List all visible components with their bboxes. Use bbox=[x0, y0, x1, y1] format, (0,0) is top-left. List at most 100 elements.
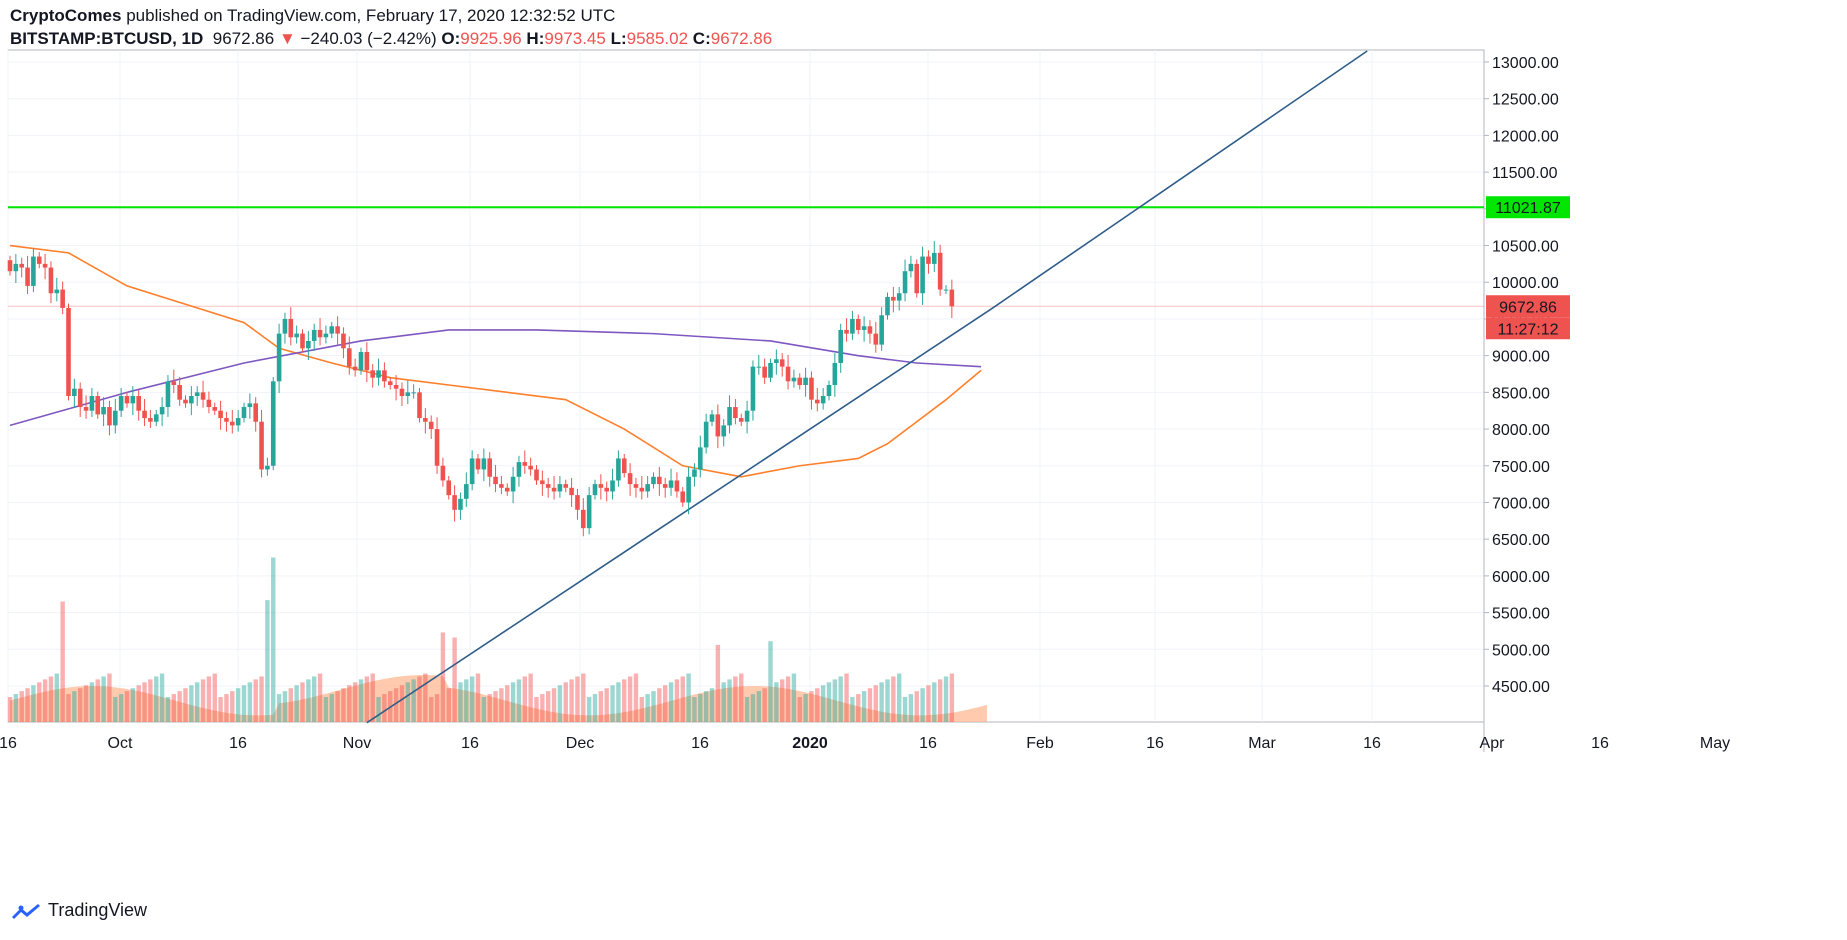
candle-body bbox=[323, 333, 329, 338]
candle-body bbox=[499, 484, 504, 488]
candle-body bbox=[124, 396, 130, 404]
candle-body bbox=[551, 487, 557, 492]
candle-body bbox=[902, 271, 908, 294]
candle-body bbox=[727, 407, 732, 426]
volume-bar bbox=[481, 697, 487, 722]
candle-body bbox=[569, 487, 574, 496]
candle-body bbox=[446, 480, 452, 496]
candle-body bbox=[335, 326, 340, 334]
candle-body bbox=[311, 329, 317, 341]
volume-bar bbox=[148, 679, 153, 722]
candle-body bbox=[879, 315, 884, 345]
brand-label[interactable]: TradingView bbox=[48, 900, 148, 920]
volume-bar bbox=[668, 682, 674, 722]
candle-body bbox=[25, 267, 30, 286]
candle-body bbox=[598, 484, 604, 488]
candle-body bbox=[540, 480, 545, 485]
candle-body bbox=[282, 318, 288, 334]
volume-bar bbox=[212, 673, 217, 722]
volume-bar bbox=[66, 694, 71, 722]
candle-body bbox=[440, 465, 446, 481]
y-tick-label: 7000.00 bbox=[1492, 495, 1550, 512]
candle-body bbox=[136, 396, 141, 411]
volume-bar bbox=[528, 673, 533, 722]
candle-body bbox=[891, 296, 896, 301]
series-line-2 bbox=[366, 50, 1368, 724]
x-tick-label: 16 bbox=[1146, 735, 1164, 752]
volume-bar bbox=[680, 676, 685, 722]
volume-bar bbox=[674, 679, 680, 722]
candle-body bbox=[153, 414, 159, 422]
candle-body bbox=[896, 293, 902, 301]
resistance-label-bg bbox=[1486, 196, 1570, 219]
candle-body bbox=[376, 370, 381, 378]
candle-body bbox=[101, 407, 106, 415]
candle-body bbox=[417, 392, 422, 419]
volume-bar bbox=[897, 673, 902, 722]
candle-body bbox=[575, 495, 580, 510]
close-value: 9672.86 bbox=[710, 29, 773, 48]
volume-bar bbox=[60, 601, 65, 722]
candle-body bbox=[189, 396, 194, 404]
candle-body bbox=[95, 396, 101, 415]
resistance-label: 11021.87 bbox=[1495, 200, 1561, 217]
candle-body bbox=[826, 385, 832, 397]
candle-body bbox=[464, 484, 469, 499]
series-line-1 bbox=[9, 329, 982, 427]
candle-body bbox=[616, 458, 621, 481]
low-value: 9585.02 bbox=[626, 29, 689, 48]
candle-body bbox=[159, 407, 165, 415]
y-tick-label: 8000.00 bbox=[1492, 422, 1550, 439]
y-tick-label: 9000.00 bbox=[1492, 349, 1550, 366]
candle-body bbox=[586, 495, 592, 529]
y-tick-label: 13000.00 bbox=[1492, 55, 1559, 72]
open-value: 9925.96 bbox=[460, 29, 522, 48]
volume-bar bbox=[692, 697, 697, 722]
y-tick-label: 12000.00 bbox=[1492, 128, 1559, 145]
volume-bar bbox=[844, 673, 849, 722]
volume-bar bbox=[873, 685, 878, 722]
candle-body bbox=[347, 348, 352, 367]
volume-bar bbox=[78, 688, 83, 722]
volume-bar bbox=[651, 691, 656, 722]
volume-bar bbox=[235, 688, 241, 722]
last-price: 9672.86 bbox=[212, 29, 275, 48]
volume-bar bbox=[797, 697, 802, 722]
candle-body bbox=[428, 421, 434, 430]
volume-bar bbox=[253, 679, 258, 722]
candle-body bbox=[276, 333, 282, 382]
candle-body bbox=[867, 326, 873, 334]
candle-body bbox=[13, 263, 19, 272]
volume-bar bbox=[557, 685, 563, 722]
candle-body bbox=[855, 318, 861, 330]
volume-bar bbox=[458, 682, 463, 722]
candle-body bbox=[171, 381, 177, 386]
volume-bar bbox=[130, 688, 136, 722]
x-tick-label: 16 bbox=[691, 735, 709, 752]
candle-body bbox=[194, 392, 200, 397]
candle-body bbox=[698, 447, 703, 470]
candle-body bbox=[703, 421, 709, 448]
candle-body bbox=[241, 407, 247, 419]
volume-bar bbox=[364, 676, 370, 722]
candle-body bbox=[686, 476, 691, 503]
candle-body bbox=[475, 458, 481, 470]
author-name[interactable]: CryptoComes bbox=[10, 6, 122, 25]
x-tick-label: Dec bbox=[566, 735, 594, 752]
volume-bar bbox=[83, 685, 89, 722]
candle-body bbox=[387, 381, 393, 386]
volume-bar bbox=[101, 676, 106, 722]
candle-body bbox=[797, 377, 803, 386]
volume-bar bbox=[645, 694, 650, 722]
candle-body bbox=[744, 410, 750, 422]
volume-bar bbox=[72, 691, 77, 722]
volume-bar bbox=[733, 676, 738, 722]
volume-bar bbox=[417, 676, 422, 722]
candle-body bbox=[341, 333, 346, 349]
candle-body bbox=[832, 362, 838, 386]
y-tick-label: 10000.00 bbox=[1492, 275, 1559, 292]
candle-body bbox=[563, 484, 569, 488]
candle-body bbox=[288, 318, 294, 338]
volume-bar bbox=[341, 688, 346, 722]
